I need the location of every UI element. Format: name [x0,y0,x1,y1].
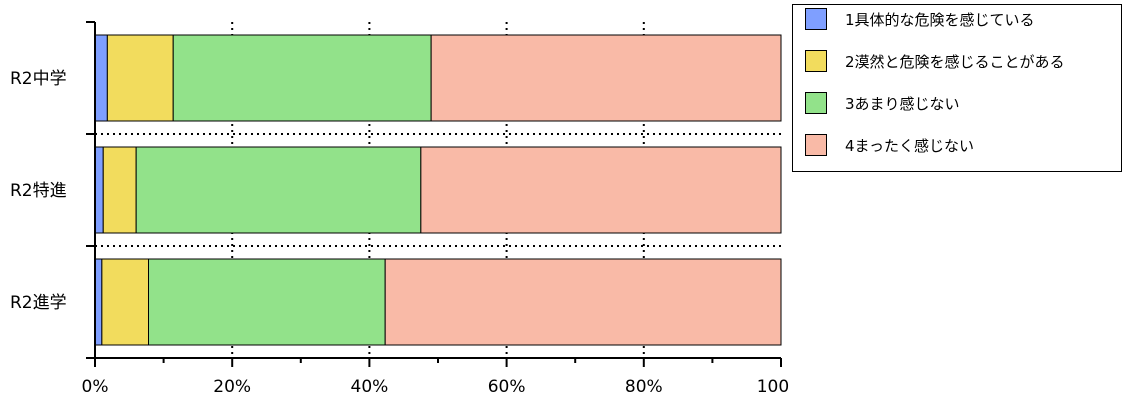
bars [94,34,782,346]
axes [86,21,782,367]
bar-segment [430,34,782,122]
x-tick-label: 80% [625,377,663,397]
bar-segment [135,146,422,234]
legend-swatch [805,92,827,114]
bar-segment [384,258,782,346]
legend-label: 2漠然と危険を感じることがある [845,52,1065,71]
bar-segment [102,146,137,234]
x-tick-label: 20% [213,377,251,397]
labels: R2中学 R2特進 R2進学 0% 20% 40% 60% 80% 100% [10,69,790,397]
legend-swatch [805,8,827,30]
category-label: R2中学 [10,69,67,89]
category-label: R2特進 [10,181,67,201]
legend: 1具体的な危険を感じている 2漠然と危険を感じることがある 3あまり感じない 4まった… [792,4,1122,172]
legend-item: 1具体的な危険を感じている [805,6,1035,32]
legend-label: 3あまり感じない [845,94,960,113]
bar-segment [172,34,432,122]
x-tick-label: 100% [757,377,790,397]
bar-segment [420,146,782,234]
x-tick-label: 0% [82,377,109,397]
legend-swatch [805,50,827,72]
bar-segment [94,34,108,122]
bar-segment [106,34,174,122]
legend-swatch [805,134,827,156]
x-tick-label: 60% [488,377,526,397]
legend-item: 3あまり感じない [805,90,960,116]
x-tick-label: 40% [351,377,389,397]
legend-item: 4まったく感じない [805,132,974,158]
bar-segment [148,258,386,346]
legend-label: 1具体的な危険を感じている [845,10,1035,29]
legend-label: 4まったく感じない [845,136,974,155]
legend-item: 2漠然と危険を感じることがある [805,48,1065,74]
stacked-bar-chart: R2中学 R2特進 R2進学 0% 20% 40% 60% 80% 100% [10,21,790,397]
bar-segment [94,146,104,234]
category-label: R2進学 [10,293,67,313]
bar-segment [94,258,103,346]
bar-segment [101,258,150,346]
